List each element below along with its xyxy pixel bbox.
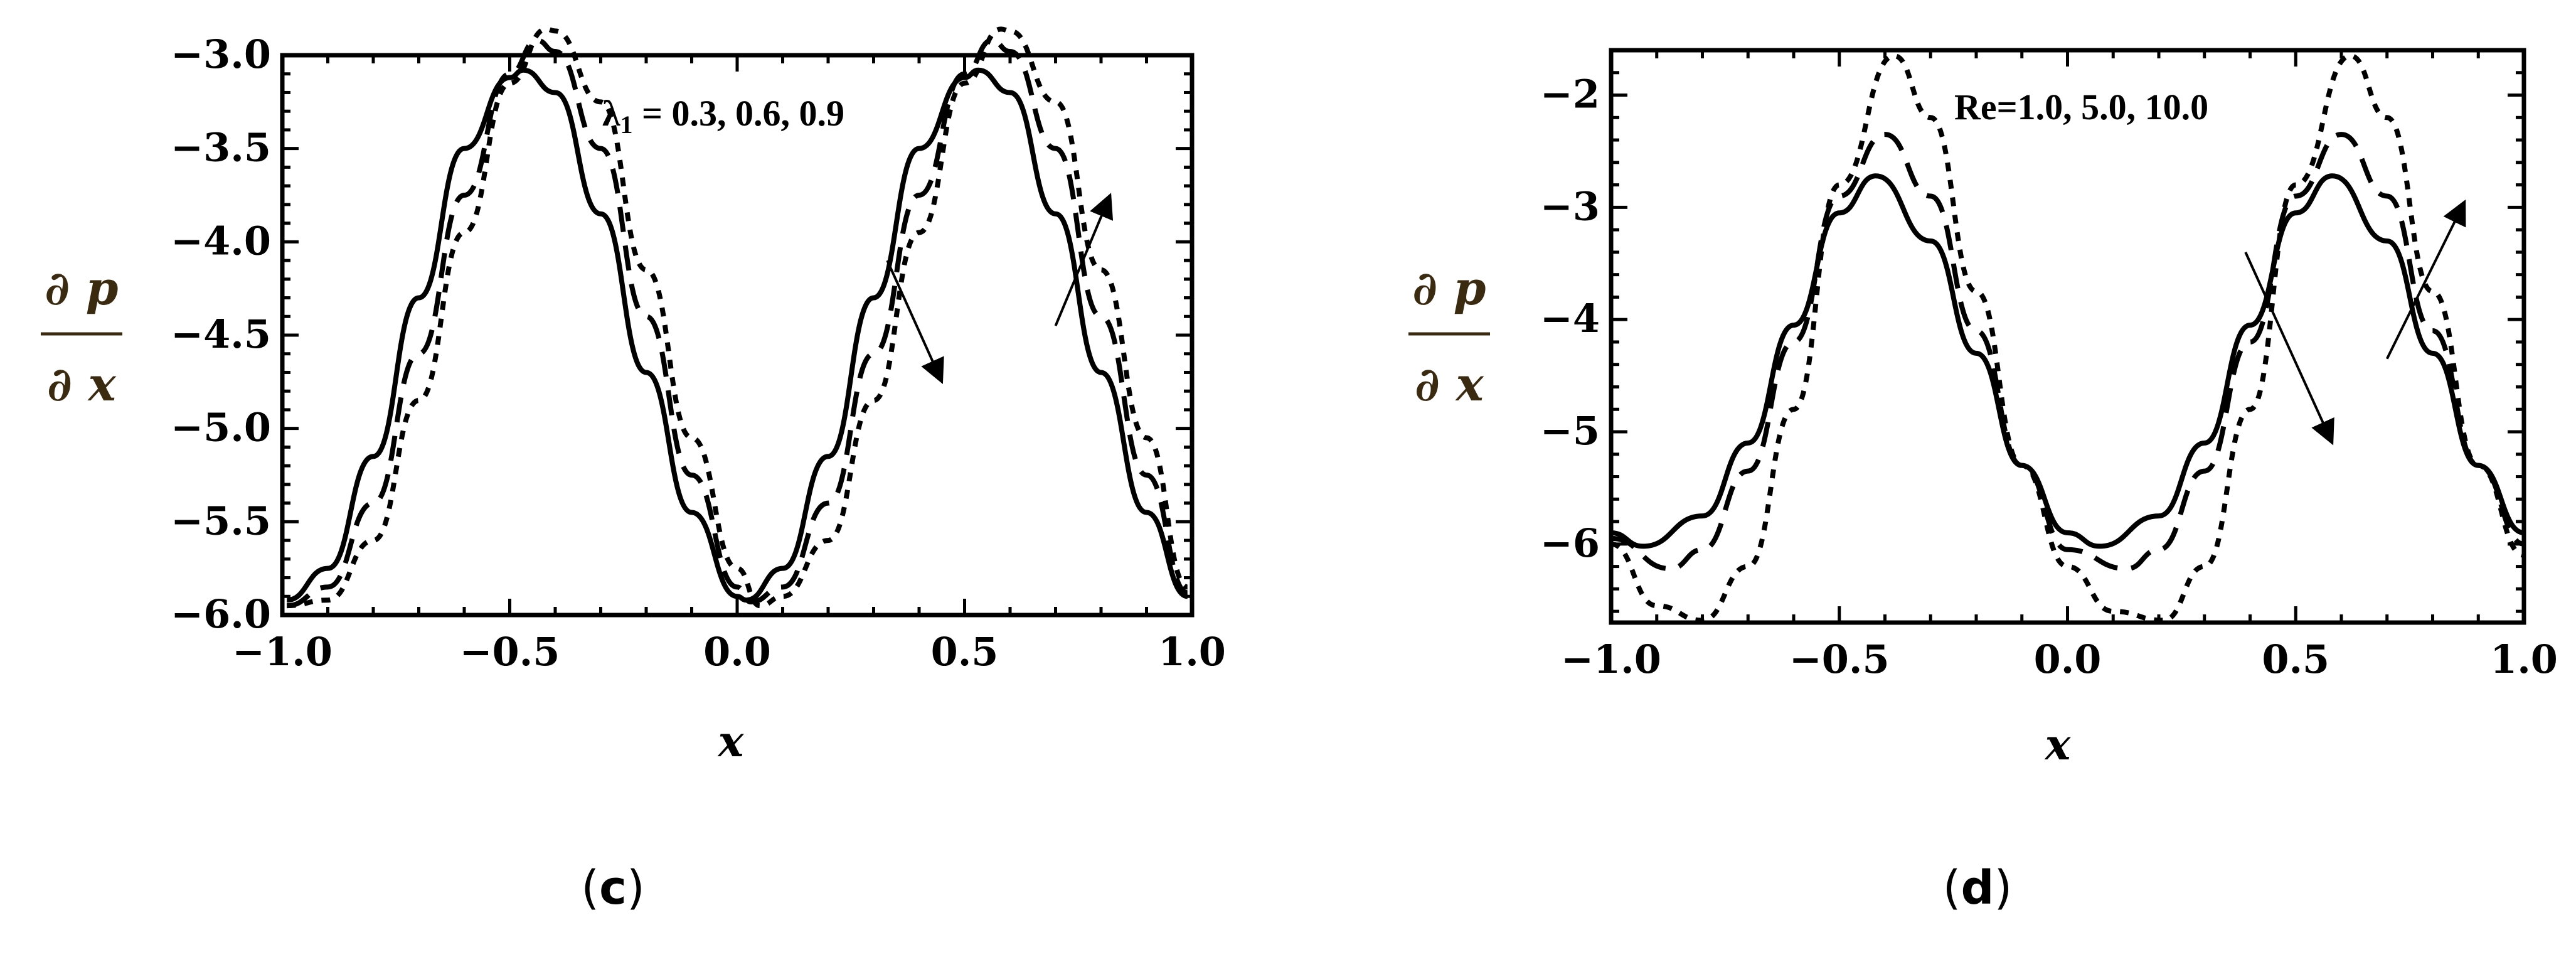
panel-c-x-tick-label: −1.0 [232, 629, 333, 675]
panel-d-y-tick-label: −5 [1540, 408, 1600, 454]
panel-d-series-dashed [1610, 132, 2525, 572]
panel-d-y-tick-label: −6 [1540, 520, 1600, 566]
panel-c-x-axis-label: x [717, 717, 745, 767]
panel-c-series [286, 26, 1189, 609]
panel-d-series-solid [1610, 173, 2525, 549]
panel-c-arrows [886, 193, 1114, 384]
panel-d-y-tick-label: −4 [1540, 296, 1600, 341]
panel-c-x-tick-label: −0.5 [460, 629, 560, 675]
panel-d-arrows [2244, 199, 2466, 446]
panel-d-x-tick-label: −1.0 [1561, 636, 1661, 682]
panel-c-annotation: λ1 = 0.3, 0.6, 0.9 [602, 93, 844, 139]
panel-label-d: (d) [1943, 861, 2013, 915]
panel-c-trend-arrow [886, 260, 944, 384]
panel-c-x-tick-labels: −1.0 −0.5 0.0 0.5 1.0 [232, 629, 1226, 675]
panel-d-y-label-numerator: ∂ p [1412, 262, 1486, 316]
panel-c-series-solid [286, 67, 1188, 603]
panel-c-y-tick-label: −6.0 [171, 591, 271, 637]
panel-c-ticks [280, 53, 1194, 617]
panel-c-trend-arrow [1054, 193, 1114, 326]
panel-d-trend-arrow [2385, 199, 2466, 360]
panel-c-x-tick-label: 0.0 [703, 629, 771, 675]
panel-label-c: (c) [581, 861, 645, 915]
panel-d-x-tick-label: 0.5 [2262, 636, 2329, 682]
panel-d-y-tick-labels: −2 −3 −4 −5 −6 [1540, 72, 1600, 566]
panel-d-series [1610, 53, 2525, 623]
panel-c-y-tick-label: −5.0 [171, 405, 271, 451]
panel-d-x-tick-label: 1.0 [2490, 636, 2558, 682]
panel-d-chart: −2 −3 −4 −5 −6 −1.0 −0.5 0.0 0.5 1.0 Re=1.0, 5.0… [1408, 48, 2558, 770]
panel-d-annotation: Re=1.0, 5.0, 10.0 [1954, 87, 2208, 127]
panel-c-series-dashed [286, 38, 1189, 609]
panel-c-y-tick-label: −4.5 [171, 311, 271, 357]
panel-d-x-tick-label: −0.5 [1789, 636, 1890, 682]
panel-c-y-tick-label: −4.0 [171, 218, 271, 264]
panel-c-chart: −3.0 −3.5 −4.0 −4.5 −5.0 −5.5 −6.0 −1.0 −0.5 0.0… [41, 26, 1226, 767]
panel-c-x-tick-label: 0.5 [931, 629, 999, 675]
panel-d-y-label-denominator: ∂ x [1415, 358, 1484, 412]
panel-c-y-tick-label: −3.0 [171, 31, 271, 77]
panel-d-y-tick-label: −3 [1540, 183, 1600, 229]
panel-d-ticks [1609, 48, 2526, 623]
panel-c-y-label-numerator: ∂ p [45, 262, 118, 316]
panel-d-x-tick-labels: −1.0 −0.5 0.0 0.5 1.0 [1561, 636, 2558, 682]
panel-c-y-tick-labels: −3.0 −3.5 −4.0 −4.5 −5.0 −5.5 −6.0 [171, 31, 271, 637]
panel-c-y-label-denominator: ∂ x [47, 358, 116, 412]
panel-d-series-dotted [1610, 53, 2525, 623]
panel-d-frame [1609, 48, 2526, 625]
panel-d-x-tick-label: 0.0 [2034, 636, 2102, 682]
panel-d-y-tick-label: −2 [1540, 72, 1600, 117]
panel-d-x-axis-label: x [2044, 720, 2072, 770]
panel-c-series-dotted [287, 26, 1189, 609]
panel-d-trend-arrow [2244, 252, 2334, 446]
panel-c-y-tick-label: −3.5 [171, 125, 271, 171]
panel-c-frame [280, 53, 1195, 618]
panel-c-y-tick-label: −5.5 [171, 498, 271, 543]
panel-c-x-tick-label: 1.0 [1158, 629, 1226, 675]
